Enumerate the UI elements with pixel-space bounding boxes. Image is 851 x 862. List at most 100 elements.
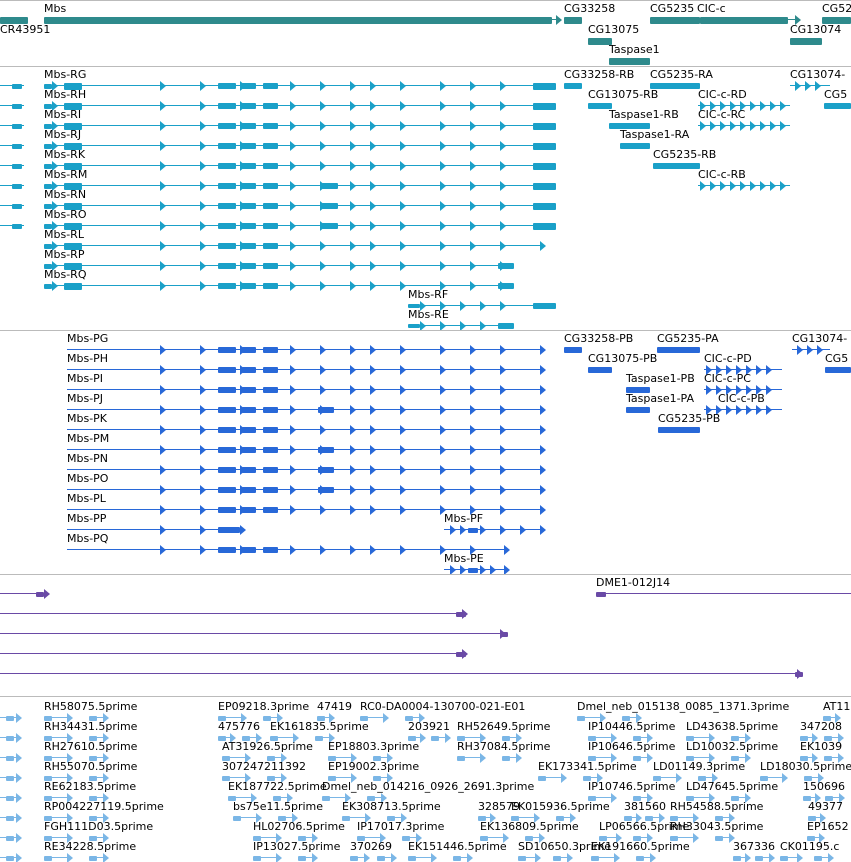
feature-glyph[interactable]	[0, 669, 803, 679]
feature-glyph[interactable]	[402, 833, 422, 843]
feature-glyph[interactable]	[478, 813, 496, 823]
feature-glyph[interactable]	[233, 813, 262, 823]
feature-glyph[interactable]	[218, 713, 247, 723]
feature-glyph[interactable]	[444, 565, 510, 575]
feature-glyph[interactable]	[298, 853, 318, 862]
feature-glyph[interactable]	[686, 733, 715, 743]
transcript-label[interactable]: CIC-c-RB	[698, 168, 746, 181]
transcript-label[interactable]: Mbs-RK	[44, 148, 86, 161]
feature-glyph[interactable]	[792, 345, 830, 355]
feature-glyph[interactable]	[44, 121, 556, 131]
feature-glyph[interactable]	[342, 813, 371, 823]
feature-glyph[interactable]	[700, 15, 801, 25]
transcript-label[interactable]: Mbs-RG	[44, 68, 87, 81]
feature-glyph[interactable]	[609, 121, 650, 131]
feature-glyph[interactable]	[357, 833, 386, 843]
feature-glyph[interactable]	[317, 713, 335, 723]
feature-glyph[interactable]	[823, 753, 844, 763]
feature-glyph[interactable]	[780, 853, 803, 862]
transcript-label[interactable]: Mbs-PQ	[67, 532, 109, 545]
est-label[interactable]: RH34431.5prime	[44, 720, 138, 733]
est-label[interactable]: LD01149.3prime	[653, 760, 746, 773]
est-label[interactable]: 347208	[800, 720, 842, 733]
est-label[interactable]: FGH111D03.5prime	[44, 820, 154, 833]
transcript-label[interactable]: Mbs-PO	[67, 472, 109, 485]
transcript-label[interactable]: CIC-c-PB	[718, 392, 765, 405]
feature-glyph[interactable]	[609, 56, 650, 66]
feature-glyph[interactable]	[653, 161, 700, 171]
feature-glyph[interactable]	[670, 833, 699, 843]
transcript-label[interactable]: Mbs-RI	[44, 108, 82, 121]
feature-glyph[interactable]	[715, 813, 735, 823]
feature-glyph[interactable]	[350, 853, 370, 862]
feature-glyph[interactable]	[803, 793, 821, 803]
transcript-label[interactable]: CG5235-RA	[650, 68, 713, 81]
feature-glyph[interactable]	[89, 733, 109, 743]
est-label[interactable]: IP10646.5prime	[588, 740, 676, 753]
est-label[interactable]: 367336	[733, 840, 775, 853]
transcript-label[interactable]: CG13074-	[790, 68, 846, 81]
transcript-label[interactable]: CG5235-PA	[657, 332, 719, 345]
feature-glyph[interactable]	[44, 161, 556, 171]
feature-glyph[interactable]	[588, 36, 612, 46]
feature-glyph[interactable]	[823, 733, 844, 743]
feature-glyph[interactable]	[803, 773, 824, 783]
est-label[interactable]: bs75e11.5prime	[233, 800, 324, 813]
transcript-label[interactable]: Mbs-RJ	[44, 128, 82, 141]
est-label[interactable]: Dmel_neb_014216_0926_2691.3prime	[322, 780, 535, 793]
feature-glyph[interactable]	[790, 81, 830, 91]
feature-glyph[interactable]	[44, 181, 556, 191]
feature-glyph[interactable]	[89, 793, 109, 803]
est-label[interactable]: EK191660.5prime	[591, 840, 690, 853]
est-label[interactable]: RE34228.5prime	[44, 840, 137, 853]
transcript-label[interactable]: Mbs-RQ	[44, 268, 87, 281]
est-label[interactable]: LD18030.5prime	[760, 760, 851, 773]
transcript-label[interactable]: Mbs-PG	[67, 332, 109, 345]
feature-glyph[interactable]	[44, 81, 556, 91]
est-label[interactable]: EP19002.3prime	[328, 760, 420, 773]
feature-glyph[interactable]	[444, 525, 546, 535]
transcript-label[interactable]: Mbs-RM	[44, 168, 88, 181]
feature-glyph[interactable]	[650, 15, 700, 25]
transcript-label[interactable]: CG13075-RB	[588, 88, 659, 101]
est-label[interactable]: IP17017.3prime	[357, 820, 445, 833]
feature-glyph[interactable]	[0, 713, 22, 723]
feature-glyph[interactable]	[44, 201, 556, 211]
feature-glyph[interactable]	[315, 733, 335, 743]
feature-glyph[interactable]	[808, 813, 826, 823]
est-label[interactable]: EP1652	[807, 820, 849, 833]
gene-label-taspase1[interactable]: Taspase1	[609, 43, 660, 56]
gene-label-cr43951[interactable]: CR43951	[0, 23, 51, 36]
transcript-label[interactable]: Mbs-RF	[408, 288, 449, 301]
feature-glyph[interactable]	[222, 773, 251, 783]
est-label[interactable]: EK151446.5prime	[408, 840, 507, 853]
feature-glyph[interactable]	[89, 833, 109, 843]
transcript-label[interactable]: Mbs-RE	[408, 308, 449, 321]
est-label[interactable]: RE62183.5prime	[44, 780, 137, 793]
gene-label-cg5235[interactable]: CG5235	[650, 2, 695, 15]
feature-glyph[interactable]	[298, 833, 318, 843]
feature-glyph[interactable]	[502, 733, 522, 743]
feature-glyph[interactable]	[588, 733, 617, 743]
feature-glyph[interactable]	[518, 853, 542, 862]
est-label[interactable]: RH27610.5prime	[44, 740, 138, 753]
feature-glyph[interactable]	[44, 773, 73, 783]
feature-glyph[interactable]	[596, 589, 851, 599]
transcript-label[interactable]: Taspase1-RB	[609, 108, 679, 121]
est-label[interactable]: EK187722.5prime	[228, 780, 327, 793]
transcript-label[interactable]: Mbs-RN	[44, 188, 87, 201]
feature-glyph[interactable]	[89, 713, 109, 723]
feature-glyph[interactable]	[824, 101, 851, 111]
feature-glyph[interactable]	[813, 853, 834, 862]
est-label[interactable]: RH58075.5prime	[44, 700, 138, 713]
feature-glyph[interactable]	[790, 36, 822, 46]
feature-glyph[interactable]	[360, 713, 389, 723]
transcript-label[interactable]: CG33258-RB	[564, 68, 635, 81]
feature-glyph[interactable]	[760, 773, 788, 783]
feature-glyph[interactable]	[591, 853, 620, 862]
transcript-label[interactable]: Mbs-PI	[67, 372, 104, 385]
feature-glyph[interactable]	[44, 853, 73, 862]
feature-glyph[interactable]	[228, 793, 257, 803]
feature-glyph[interactable]	[645, 813, 665, 823]
transcript-label[interactable]: CG5	[824, 88, 848, 101]
